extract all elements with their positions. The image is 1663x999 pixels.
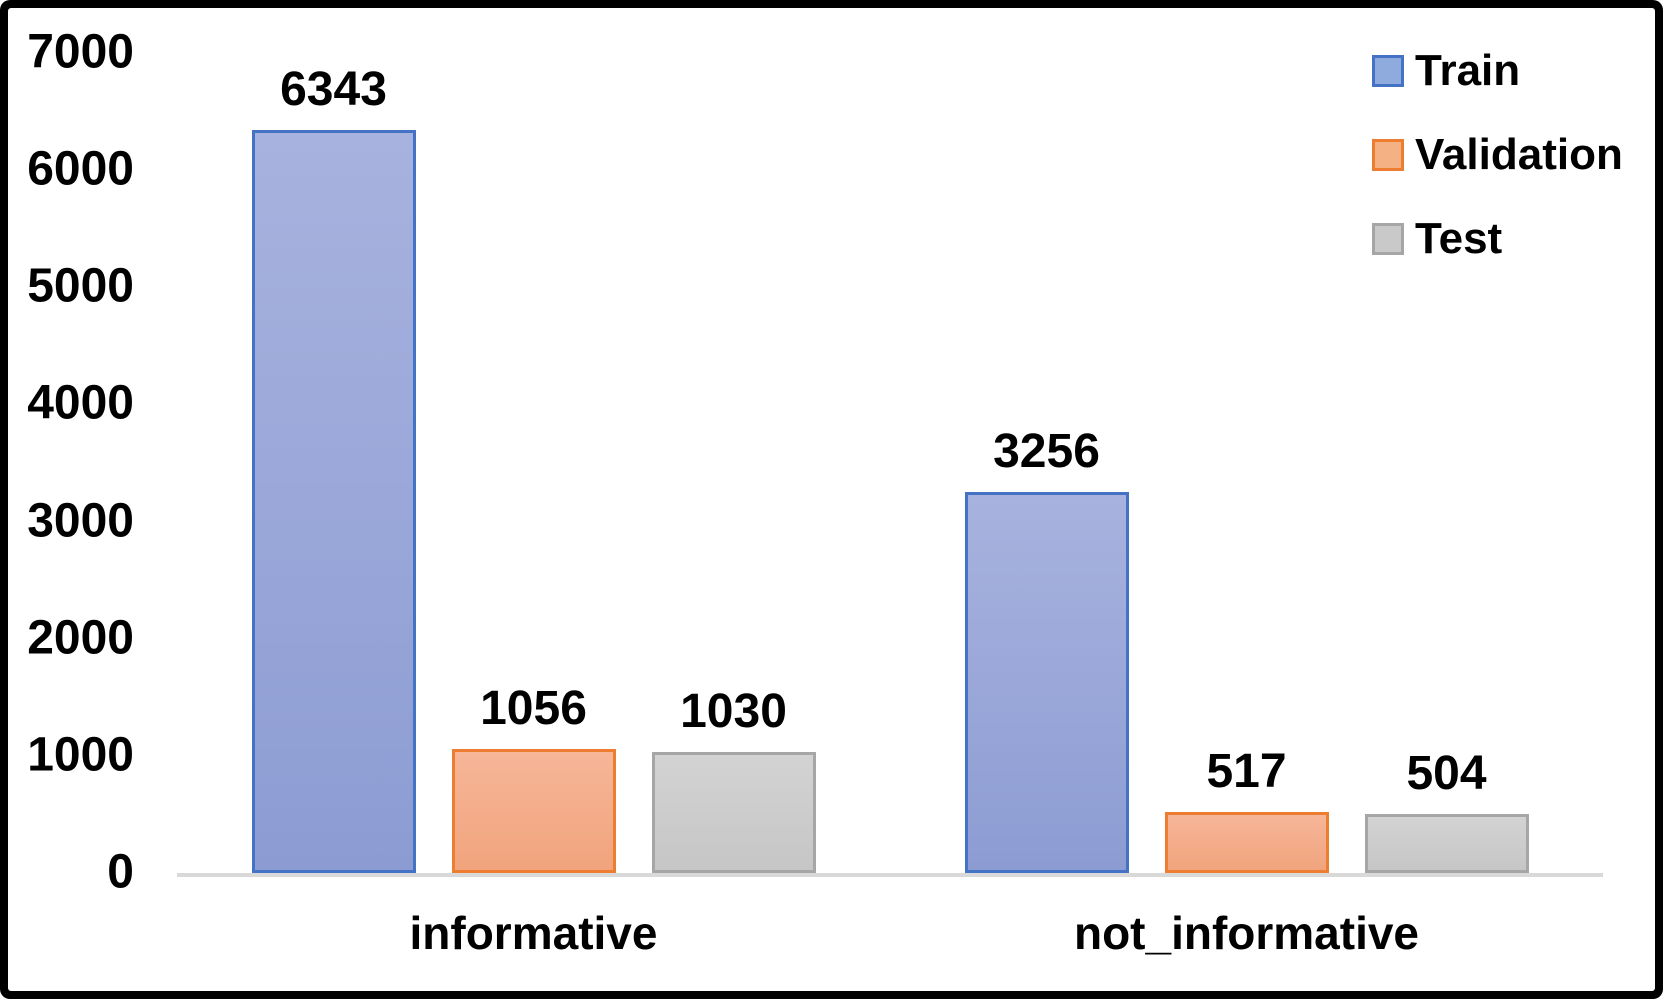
bar-value-label: 1030 xyxy=(680,685,787,738)
bar-value-label: 1056 xyxy=(480,682,587,735)
chart-canvas: 0 1000 2000 3000 4000 5000 6000 7000 6343 1056 10… xyxy=(8,8,1655,991)
legend-item-test: Test xyxy=(1372,212,1623,266)
bar-test-informative xyxy=(651,752,816,873)
legend-swatch-icon xyxy=(1372,223,1404,255)
y-axis-tick-label: 4000 xyxy=(27,376,134,430)
legend-label: Validation xyxy=(1415,130,1623,179)
bar-group-not_informative: 3256 517 504 xyxy=(890,53,1603,873)
y-axis-tick-label: 6000 xyxy=(27,142,134,196)
legend-item-validation: Validation xyxy=(1372,128,1623,182)
bar-test-not_informative xyxy=(1364,814,1529,873)
bar-value-label: 517 xyxy=(1206,745,1287,798)
plot-area: 6343 1056 1030 3256 517 504 xyxy=(177,53,1603,877)
bar-group-informative: 6343 1056 1030 xyxy=(177,53,890,873)
legend: Train Validation Test xyxy=(1372,44,1623,266)
legend-swatch-icon xyxy=(1372,139,1404,171)
y-axis-tick-label: 5000 xyxy=(27,259,134,313)
y-axis-tick-label: 2000 xyxy=(27,611,134,665)
legend-item-train: Train xyxy=(1372,44,1623,98)
bar-validation-informative xyxy=(451,749,616,873)
legend-swatch-icon xyxy=(1372,55,1404,87)
bar-value-label: 6343 xyxy=(280,63,387,116)
y-axis-tick-label: 7000 xyxy=(27,25,134,79)
bar-wrap-validation-informative: 1056 xyxy=(451,685,616,873)
x-axis-category-label: informative xyxy=(409,907,658,959)
bar-wrap-train-informative: 6343 xyxy=(251,66,416,873)
bar-wrap-train-not_informative: 3256 xyxy=(964,428,1129,873)
legend-label: Test xyxy=(1415,214,1503,263)
bar-validation-not_informative xyxy=(1164,812,1329,873)
bar-wrap-test-not_informative: 504 xyxy=(1364,750,1529,873)
bar-wrap-validation-not_informative: 517 xyxy=(1164,748,1329,873)
x-axis-category-label: not_informative xyxy=(1073,907,1420,959)
bar-wrap-test-informative: 1030 xyxy=(651,688,816,873)
bar-train-not_informative xyxy=(964,492,1129,873)
y-axis-tick-label: 0 xyxy=(107,845,134,899)
bar-train-informative xyxy=(251,130,416,873)
x-axis-line xyxy=(177,873,1603,877)
legend-label: Train xyxy=(1415,46,1521,95)
y-axis-tick-label: 3000 xyxy=(27,493,134,547)
bar-value-label: 504 xyxy=(1406,747,1487,800)
bar-value-label: 3256 xyxy=(993,425,1100,478)
y-axis-tick-label: 1000 xyxy=(27,728,134,782)
